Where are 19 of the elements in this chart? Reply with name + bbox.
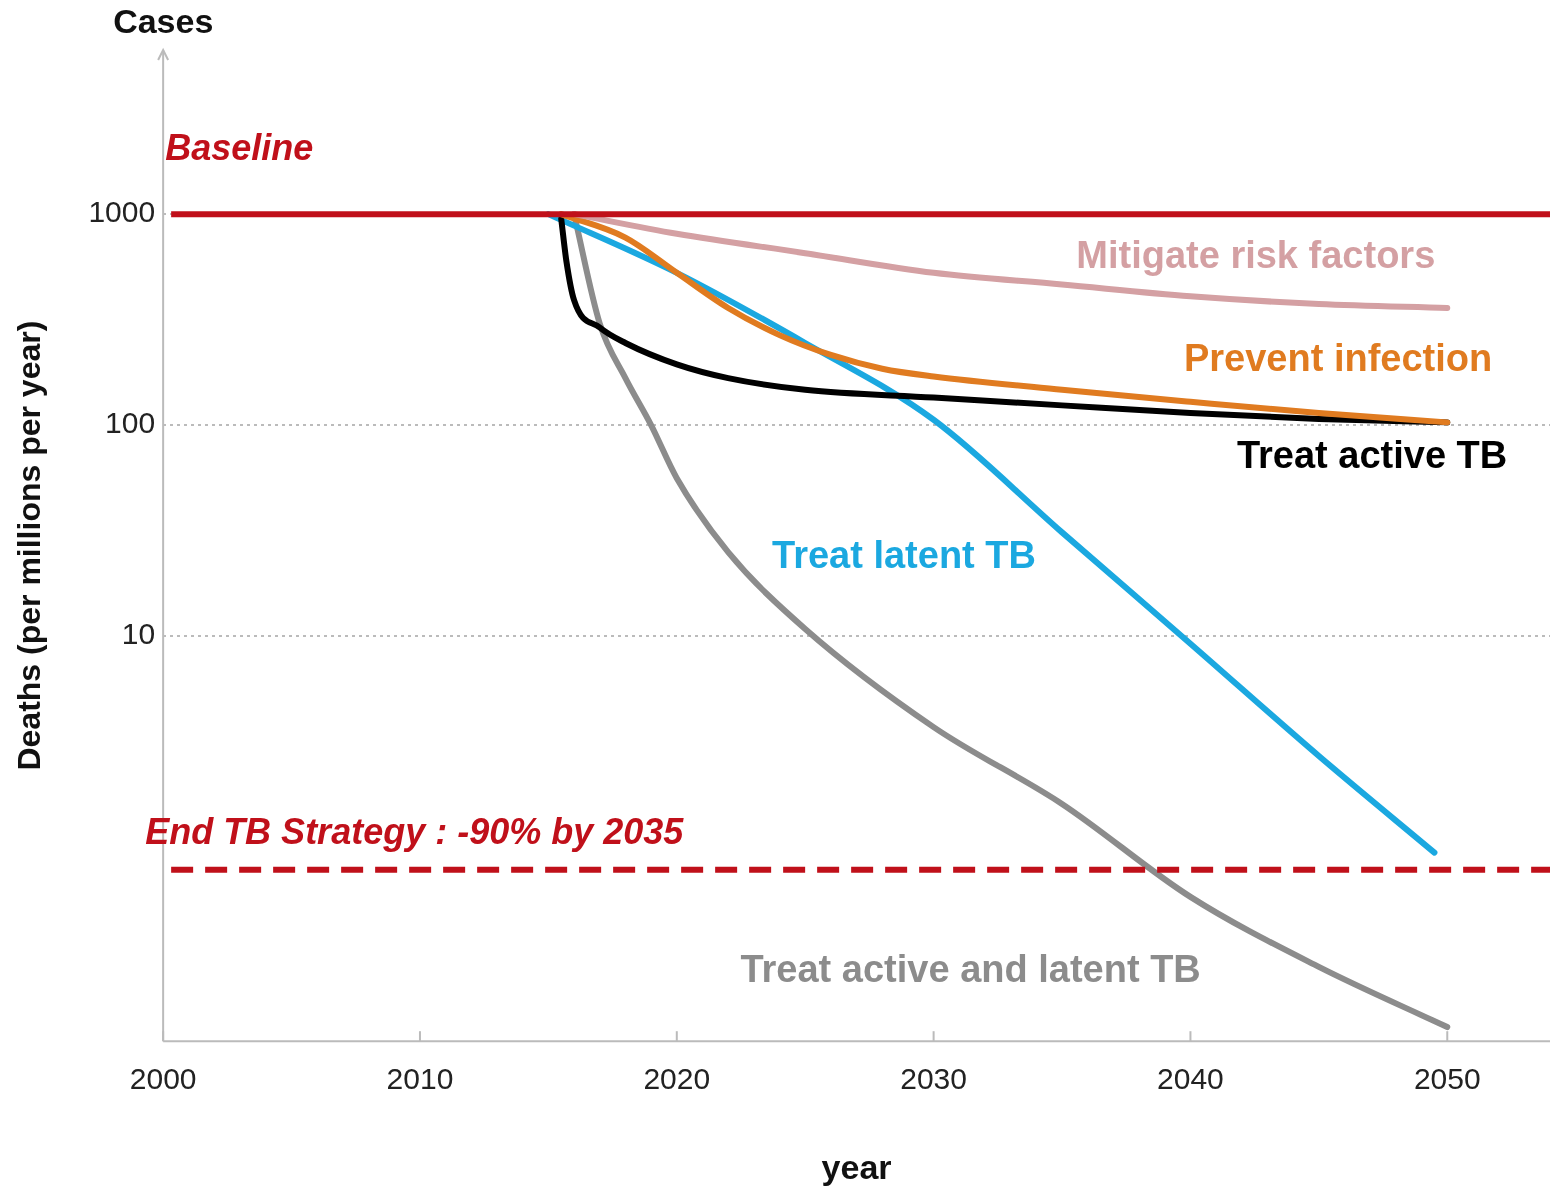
x-axis-title: year — [821, 1147, 892, 1186]
series-label: Treat latent TB — [772, 533, 1036, 576]
series-label: Treat active and latent TB — [740, 948, 1201, 991]
y-tick-label: 100 — [105, 406, 156, 440]
y-axis-title: Deaths (per millions per year) — [11, 320, 48, 771]
ref-line-label: Baseline — [165, 127, 314, 169]
x-tick-label: 2020 — [643, 1062, 711, 1096]
x-tick-label: 2050 — [1413, 1062, 1481, 1096]
chart-title: Cases — [113, 2, 214, 41]
annotation: End TB Strategy : -90% by 2035 — [145, 810, 685, 852]
y-tick-label: 1000 — [88, 195, 156, 229]
series-label: Treat active TB — [1236, 433, 1508, 476]
series-label: Mitigate risk factors — [1076, 234, 1436, 277]
x-tick-label: 2030 — [900, 1062, 967, 1096]
y-tick-label: 10 — [121, 617, 156, 651]
x-tick-label: 2010 — [386, 1062, 454, 1096]
x-tick-label: 2040 — [1157, 1062, 1224, 1096]
series-label: Prevent infection — [1183, 336, 1493, 379]
x-tick-label: 2000 — [129, 1062, 197, 1096]
